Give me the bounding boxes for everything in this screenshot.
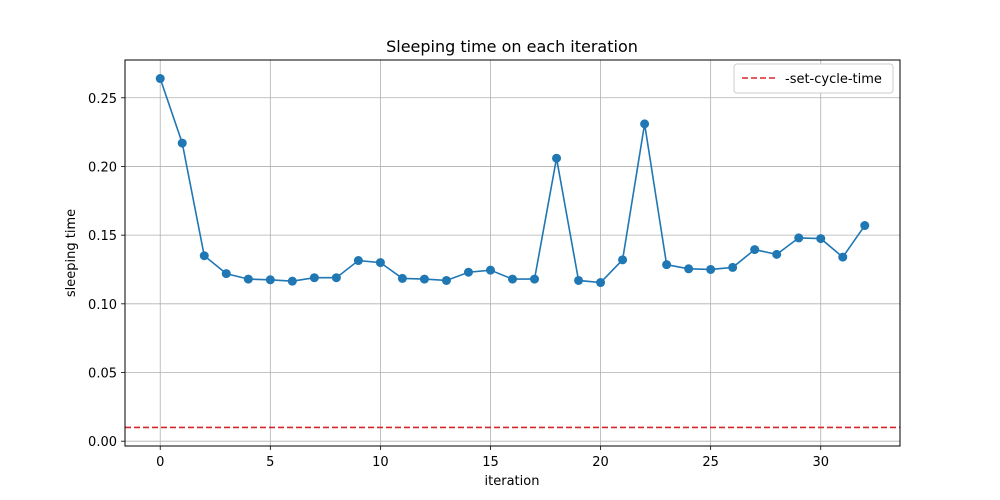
data-point: [177, 138, 187, 148]
data-point: [794, 233, 804, 243]
plot-frame: [124, 59, 901, 447]
data-point: [552, 153, 562, 163]
data-point: [441, 275, 451, 285]
data-point: [309, 273, 319, 283]
legend-label-set-cycle-time: -set-cycle-time: [785, 72, 882, 87]
data-point: [662, 260, 672, 270]
data-point: [397, 273, 407, 283]
data-point: [640, 119, 650, 129]
x-tick-label: 20: [592, 455, 609, 470]
data-point: [155, 74, 165, 84]
data-point: [287, 276, 297, 286]
y-tick-label: 0.00: [88, 435, 117, 450]
data-point: [728, 262, 738, 272]
data-point: [419, 274, 429, 284]
x-tick-label: 10: [372, 455, 389, 470]
data-point: [221, 269, 231, 279]
y-axis-label: sleeping time: [64, 209, 79, 297]
ticks: 0 5 10 15 20 25 30 0.00 0.05 0.10 0.15 0.20 0.25: [88, 92, 829, 470]
data-point: [265, 275, 275, 285]
data-point: [860, 221, 870, 231]
data-point: [508, 274, 517, 284]
x-tick-label: 5: [266, 455, 274, 470]
x-tick-label: 0: [156, 455, 164, 470]
data-point: [750, 245, 760, 255]
y-tick-label: 0.25: [88, 92, 117, 107]
y-tick-label: 0.05: [88, 367, 117, 382]
series: [155, 74, 870, 288]
data-point: [375, 258, 385, 268]
x-tick-label: 15: [482, 455, 499, 470]
data-point: [684, 264, 694, 274]
data-point: [353, 256, 363, 266]
chart-title: Sleeping time on each iteration: [386, 37, 638, 56]
data-point: [199, 251, 209, 261]
x-tick-label: 25: [702, 455, 719, 470]
data-point: [574, 275, 584, 285]
data-point: [331, 273, 341, 283]
data-point: [243, 274, 253, 284]
data-point: [530, 274, 540, 284]
y-tick-label: 0.10: [88, 298, 117, 313]
grid: [125, 60, 900, 446]
x-tick-label: 30: [812, 455, 829, 470]
legend: -set-cycle-time: [733, 63, 894, 94]
data-point: [838, 252, 848, 262]
data-point: [706, 264, 716, 274]
data-point: [485, 265, 495, 275]
y-tick-label: 0.20: [88, 160, 117, 175]
data-point: [596, 278, 606, 288]
data-point: [463, 267, 473, 277]
data-point: [816, 234, 826, 244]
x-axis-label: iteration: [485, 474, 540, 489]
series-line: [159, 78, 866, 284]
y-tick-label: 0.15: [88, 229, 117, 244]
data-point: [772, 249, 782, 259]
data-point: [618, 255, 628, 265]
legend-box: [733, 63, 894, 94]
